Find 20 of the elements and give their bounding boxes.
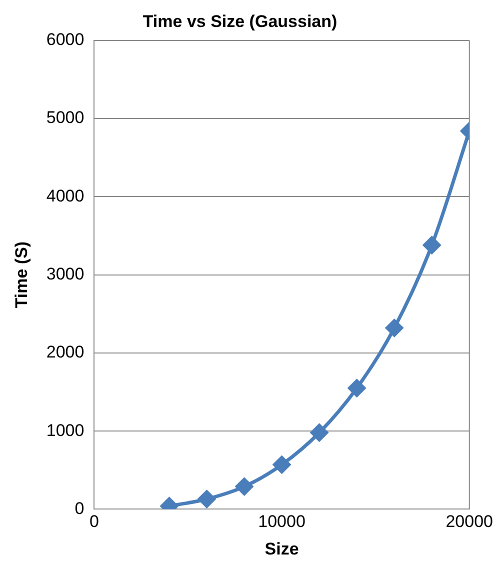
x-axis-title: Size — [264, 539, 299, 558]
point — [348, 379, 366, 397]
y-tick-label: 2000 — [46, 342, 84, 362]
point — [386, 319, 404, 337]
y-tick-label: 1000 — [46, 420, 84, 440]
chart-title: Time vs Size (Gaussian) — [142, 12, 338, 31]
point — [423, 236, 441, 254]
point — [236, 478, 254, 496]
y-axis-title: Time (S) — [12, 241, 31, 308]
x-tick-label: 20000 — [446, 512, 494, 532]
point — [310, 424, 328, 442]
x-tick-label: 10000 — [258, 512, 306, 532]
x-tick-label: 0 — [89, 512, 99, 532]
y-tick-label: 5000 — [46, 108, 84, 128]
y-tick-label: 0 — [74, 498, 84, 518]
point — [198, 490, 216, 508]
y-tick-label: 4000 — [46, 186, 84, 206]
point — [273, 456, 291, 474]
y-tick-label: 3000 — [46, 264, 84, 284]
y-tick-label: 6000 — [46, 30, 84, 50]
